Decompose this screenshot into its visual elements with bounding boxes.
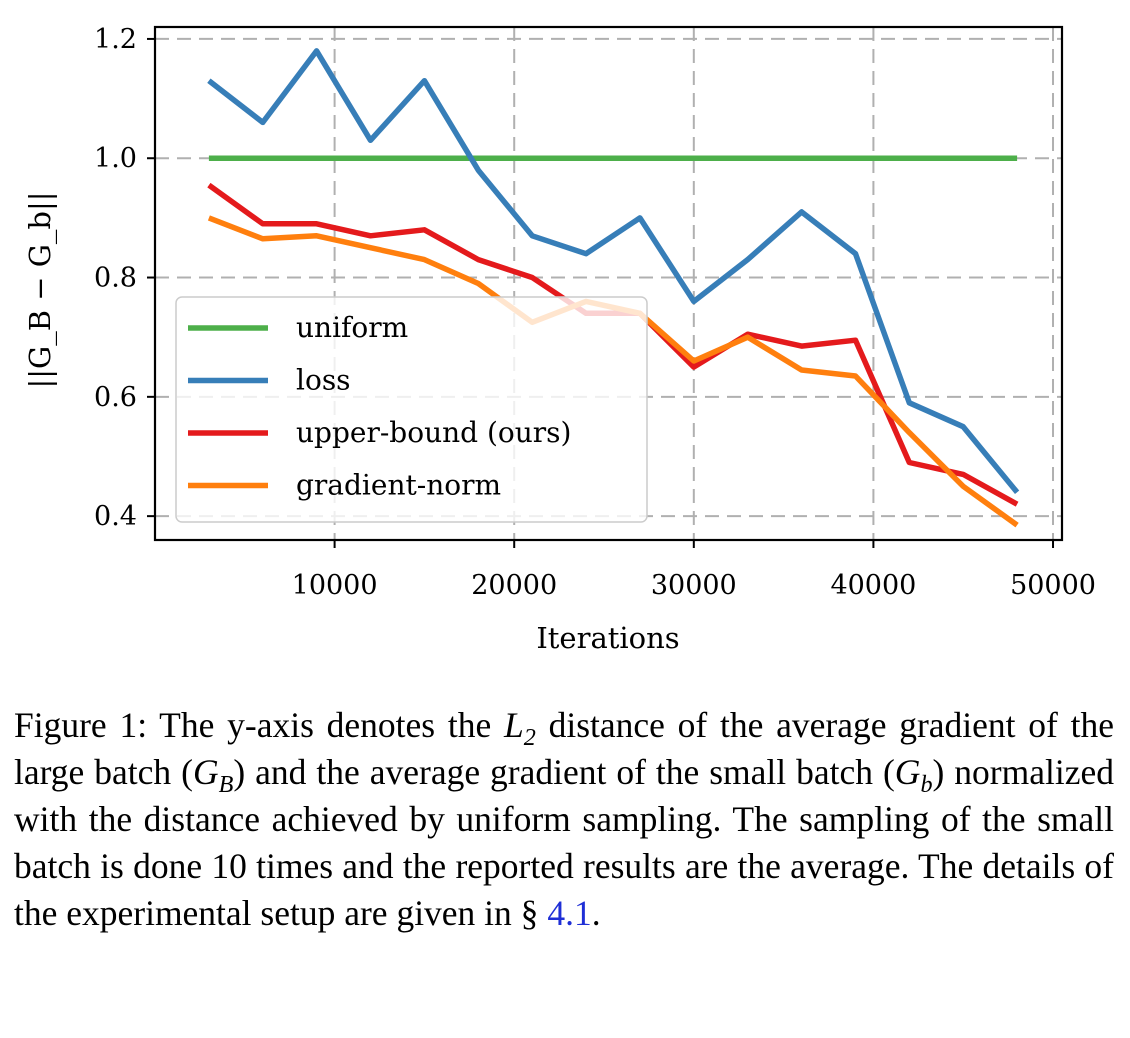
line-chart: 10000 20000 30000 40000 50000 0.4 0.6 0.8 1.0 1.2… <box>23 24 1096 655</box>
caption-text-1: Figure 1: The y-axis denotes the <box>14 705 504 745</box>
y-tick-label: 1.2 <box>94 24 137 55</box>
x-axis-label: Iterations <box>536 621 679 655</box>
x-tick-label: 20000 <box>471 570 557 601</box>
y-tick-label: 0.8 <box>94 263 137 294</box>
axis-ticks: 10000 20000 30000 40000 50000 0.4 0.6 0.8 1.0 1.2 <box>94 24 1096 601</box>
caption-text-5: . <box>591 893 601 933</box>
legend-label-gradient-norm: gradient-norm <box>296 469 501 502</box>
legend: uniform loss upper-bound (ours) gradient-no… <box>175 296 648 523</box>
section-reference-link[interactable]: 4.1 <box>547 893 592 933</box>
series-line-loss <box>207 48 1020 495</box>
y-tick-label: 1.0 <box>94 143 137 174</box>
caption-text-3: ) and the average gradient of the small … <box>233 752 895 792</box>
legend-box <box>175 296 648 523</box>
caption-text-2: distance of the average gradient of the … <box>14 705 1114 792</box>
x-tick-label: 30000 <box>651 570 737 601</box>
legend-label-upper-bound-ours: upper-bound (ours) <box>296 416 571 449</box>
math-g-large: GB <box>192 752 233 797</box>
x-tick-label: 50000 <box>1010 570 1096 601</box>
y-axis-label: ||G_B − G_b|| <box>23 191 58 388</box>
caption-text-4: ) normalized with the distance achieved … <box>14 752 1114 933</box>
figure-caption: Figure 1: The y-axis denotes the L2 dist… <box>14 702 1114 937</box>
y-tick-label: 0.4 <box>94 501 137 532</box>
x-tick-label: 10000 <box>292 570 378 601</box>
legend-label-uniform: uniform <box>296 311 408 344</box>
math-l-sub: 2 <box>523 724 536 752</box>
y-tick-label: 0.6 <box>94 382 137 413</box>
math-g-small-base: G <box>894 752 921 792</box>
math-g-large-sub: B <box>218 771 234 799</box>
plot-frame <box>153 25 1064 542</box>
x-tick-label: 40000 <box>830 570 916 601</box>
math-g-small-sub: b <box>920 771 933 799</box>
math-g-small: Gb <box>894 752 933 797</box>
legend-label-loss: loss <box>296 364 351 397</box>
math-g-large-base: G <box>192 752 219 792</box>
math-l: L <box>504 705 524 745</box>
math-l2: L2 <box>504 705 536 750</box>
